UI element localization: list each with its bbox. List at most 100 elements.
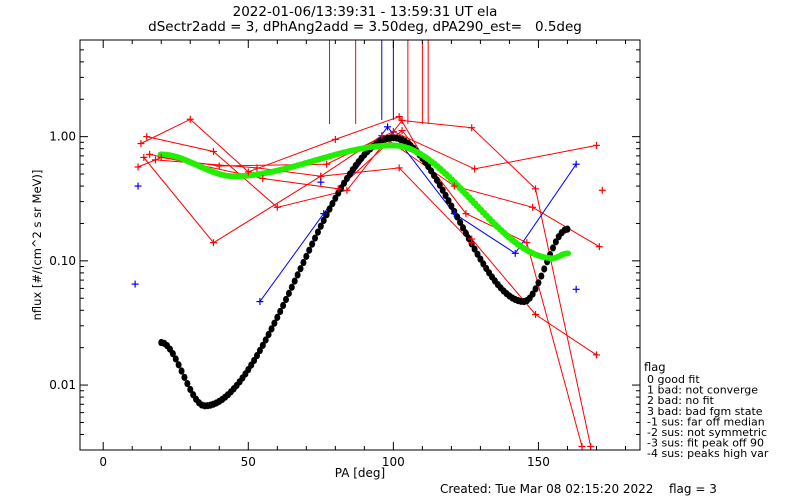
black-fit-point: [549, 244, 556, 252]
black-fit-point: [541, 265, 548, 273]
created-timestamp: Created: Tue Mar 08 02:15:20 2022: [440, 482, 653, 496]
legend-entry: -3 sus: fit peak off 90: [647, 437, 764, 450]
legend-entry: 0 good fit: [647, 373, 700, 386]
black-fit-point: [297, 265, 304, 273]
black-fit-point: [259, 341, 266, 349]
fit-curves-layer: [157, 134, 572, 410]
blue-data-point: [511, 249, 519, 257]
plot-frame: [79, 39, 641, 451]
black-fit-point: [329, 200, 336, 208]
black-fit-point: [294, 271, 301, 279]
blue-data-point: [450, 210, 458, 218]
red-data-point: [587, 443, 595, 451]
red-data-point: [523, 239, 531, 247]
black-fit-point: [277, 307, 284, 316]
black-fit-point: [268, 325, 275, 333]
red-data-point: [146, 150, 154, 158]
y-axis-label: nflux [#/(cm^2 s sr MeV)]: [30, 170, 44, 321]
red-data-point: [209, 239, 217, 247]
black-fit-point: [265, 330, 272, 339]
legend-entry: -1 sus: far off median: [647, 415, 765, 428]
red-data-point: [395, 164, 403, 172]
red-data-point: [471, 165, 479, 173]
blue-data-point: [256, 298, 264, 306]
legend-title: flag: [644, 360, 666, 374]
blue-data-point: [320, 210, 328, 218]
red-data-point: [253, 164, 261, 172]
red-data-point: [143, 133, 151, 141]
blue-data-point: [317, 178, 325, 186]
black-fit-point: [300, 258, 307, 267]
black-fit-point: [332, 194, 339, 202]
black-fit-point: [448, 202, 455, 210]
black-fit-point: [262, 336, 269, 344]
black-fit-point: [172, 355, 179, 363]
black-fit-point: [280, 301, 287, 310]
black-fit-point: [291, 277, 298, 285]
black-fit-point: [285, 289, 292, 297]
red-data-point: [450, 182, 458, 190]
legend-entry: 2 bad: no fit: [647, 394, 715, 407]
green-fit-point: [563, 250, 572, 257]
y-tick-label: 1.00: [49, 130, 76, 144]
red-data-point: [157, 153, 165, 161]
flag-value: flag = 3: [669, 482, 717, 496]
red-data-point: [244, 168, 252, 176]
red-data-point: [215, 162, 223, 170]
red-data-point: [151, 156, 159, 164]
black-fit-point: [564, 225, 571, 233]
red-data-point: [334, 185, 342, 193]
x-tick-label: 100: [382, 455, 405, 469]
black-fit-point: [253, 351, 260, 360]
black-fit-point: [439, 186, 446, 194]
black-fit-point: [326, 205, 333, 213]
data-lines-layer: [137, 115, 600, 447]
black-fit-point: [320, 216, 327, 225]
blue-data-point: [572, 285, 580, 293]
black-fit-point: [335, 189, 342, 197]
black-fit-point: [442, 191, 449, 200]
red-data-point: [317, 172, 325, 180]
legend-entry: -4 sus: peaks high var: [647, 447, 769, 460]
black-fit-point: [317, 222, 324, 230]
y-tick-label: 0.01: [49, 378, 76, 392]
spikes-layer: [329, 40, 429, 124]
red-data-point: [532, 310, 540, 318]
red-data-point: [389, 128, 397, 136]
black-fit-point: [538, 272, 545, 280]
red-data-point: [468, 124, 476, 132]
black-fit-point: [462, 229, 469, 237]
black-fit-point: [187, 385, 194, 394]
black-fit-point: [288, 283, 295, 291]
black-fit-point: [283, 295, 290, 304]
red-data-point: [273, 203, 281, 211]
red-data-point: [259, 175, 267, 183]
chart-subtitle: dSectr2add = 3, dPhAng2add = 3.50deg, dP…: [148, 19, 582, 35]
axes-layer: 0 50 100 150 0.01 0.10 1.00: [49, 39, 640, 469]
red-data-point: [578, 443, 586, 451]
black-fit-point: [175, 361, 182, 369]
black-fit-point: [303, 252, 310, 260]
black-fit-point: [314, 228, 321, 236]
blue-data-point: [131, 280, 139, 288]
blue-data-point: [572, 160, 580, 168]
red-data-point: [398, 127, 406, 135]
red-data-point: [592, 351, 600, 359]
red-data-point: [378, 132, 386, 140]
red-data-point: [331, 135, 339, 143]
black-fit-point: [457, 218, 464, 226]
red-data-point: [598, 186, 606, 194]
black-fit-point: [454, 213, 461, 221]
legend-entry: 3 bad: bad fgm state: [647, 405, 763, 418]
black-fit-point: [436, 181, 443, 189]
black-fit-point: [271, 319, 278, 327]
red-data-point: [529, 203, 537, 211]
legend-entries: 0 good fit 1 bad: not converge 2 bad: no…: [647, 373, 769, 460]
x-axis-label: PA [deg]: [335, 466, 385, 480]
x-tick-label: 0: [99, 455, 107, 469]
legend-entry: 1 bad: not converge: [647, 384, 758, 397]
black-fit-point: [312, 234, 319, 242]
black-fit-point: [309, 240, 316, 248]
black-fit-point: [445, 197, 452, 205]
